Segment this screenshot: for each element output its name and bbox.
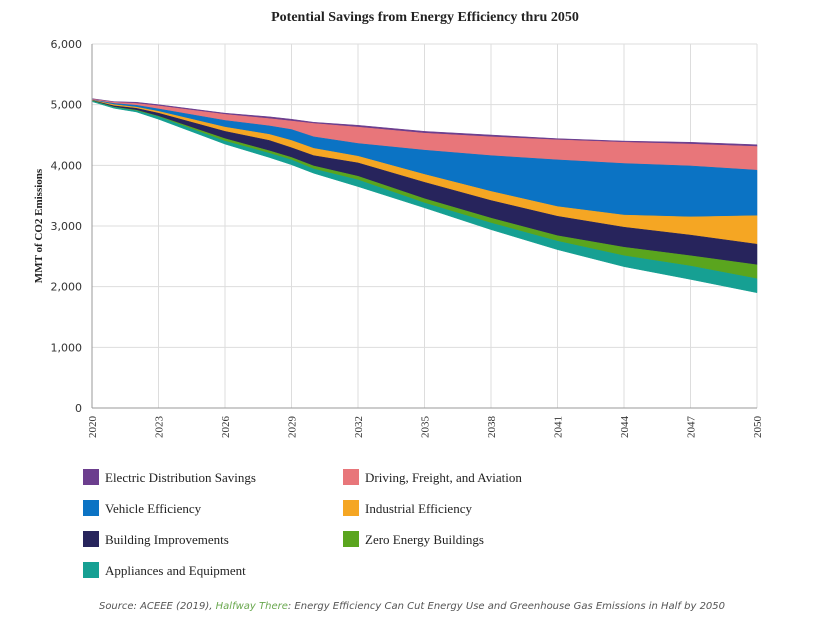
x-tick-label: 2035	[420, 416, 432, 439]
source-suffix: : Energy Efficiency Can Cut Energy Use a…	[287, 601, 726, 612]
legend-swatch	[343, 531, 359, 547]
source-note: Source: ACEEE (2019), Halfway There: Ene…	[0, 601, 824, 612]
legend-label: Appliances and Equipment	[105, 563, 246, 578]
area-appliances-and-equipment	[91, 100, 758, 294]
y-tick-label: 1,000	[51, 341, 83, 354]
y-tick-label: 5,000	[51, 99, 83, 112]
legend-swatch	[83, 500, 99, 516]
legend-label: Driving, Freight, and Aviation	[365, 470, 522, 485]
x-tick-label: 2029	[287, 416, 299, 439]
x-tick-label: 2032	[353, 416, 365, 438]
area-series	[91, 98, 758, 294]
y-tick-label: 3,000	[51, 220, 83, 233]
y-tick-label: 6,000	[51, 38, 83, 51]
x-tick-label: 2023	[154, 416, 166, 439]
legend-item-electric-distribution-savings[interactable]: Electric Distribution Savings	[83, 469, 256, 485]
source-prefix: Source: ACEEE (2019),	[98, 601, 216, 612]
legend-label: Zero Energy Buildings	[365, 532, 484, 547]
y-tick-label: 2,000	[51, 281, 83, 294]
legend-item-industrial-efficiency[interactable]: Industrial Efficiency	[343, 500, 472, 516]
legend-item-building-improvements[interactable]: Building Improvements	[83, 531, 229, 547]
x-tick-label: 2020	[87, 416, 99, 439]
legend-swatch	[343, 500, 359, 516]
x-tick-label: 2038	[486, 416, 498, 439]
legend-item-zero-energy-buildings[interactable]: Zero Energy Buildings	[343, 531, 484, 547]
axes	[91, 44, 757, 409]
legend-label: Industrial Efficiency	[365, 501, 472, 516]
legend-item-vehicle-efficiency[interactable]: Vehicle Efficiency	[83, 500, 202, 516]
legend-label: Vehicle Efficiency	[105, 501, 202, 516]
legend-swatch	[343, 469, 359, 485]
x-tick-labels: 2020 2023 2026 2029 2032 2035 2038 2041 2044 2047…	[87, 416, 764, 439]
legend-label: Electric Distribution Savings	[105, 470, 256, 485]
y-tick-label: 4,000	[51, 159, 83, 172]
legend-swatch	[83, 469, 99, 485]
x-tick-label: 2026	[220, 416, 232, 439]
x-tick-label: 2047	[686, 416, 698, 439]
x-tick-label: 2050	[752, 416, 764, 439]
x-tick-label: 2041	[553, 416, 565, 438]
legend: Electric Distribution Savings Driving, Fr…	[83, 469, 522, 578]
chart-title: Potential Savings from Energy Efficiency…	[271, 10, 579, 25]
legend-label: Building Improvements	[105, 532, 229, 547]
legend-swatch	[83, 562, 99, 578]
y-tick-label: 0	[75, 402, 82, 415]
legend-item-driving-freight-and-aviation[interactable]: Driving, Freight, and Aviation	[343, 469, 522, 485]
x-tick-label: 2044	[619, 416, 631, 439]
legend-item-appliances-and-equipment[interactable]: Appliances and Equipment	[83, 562, 246, 578]
legend-swatch	[83, 531, 99, 547]
y-axis-label: MMT of CO2 Emissions	[33, 168, 45, 283]
y-tick-labels: 0 1,000 2,000 3,000 4,000 5,000 6,000	[51, 38, 83, 415]
source-link[interactable]: Halfway There	[215, 601, 288, 612]
